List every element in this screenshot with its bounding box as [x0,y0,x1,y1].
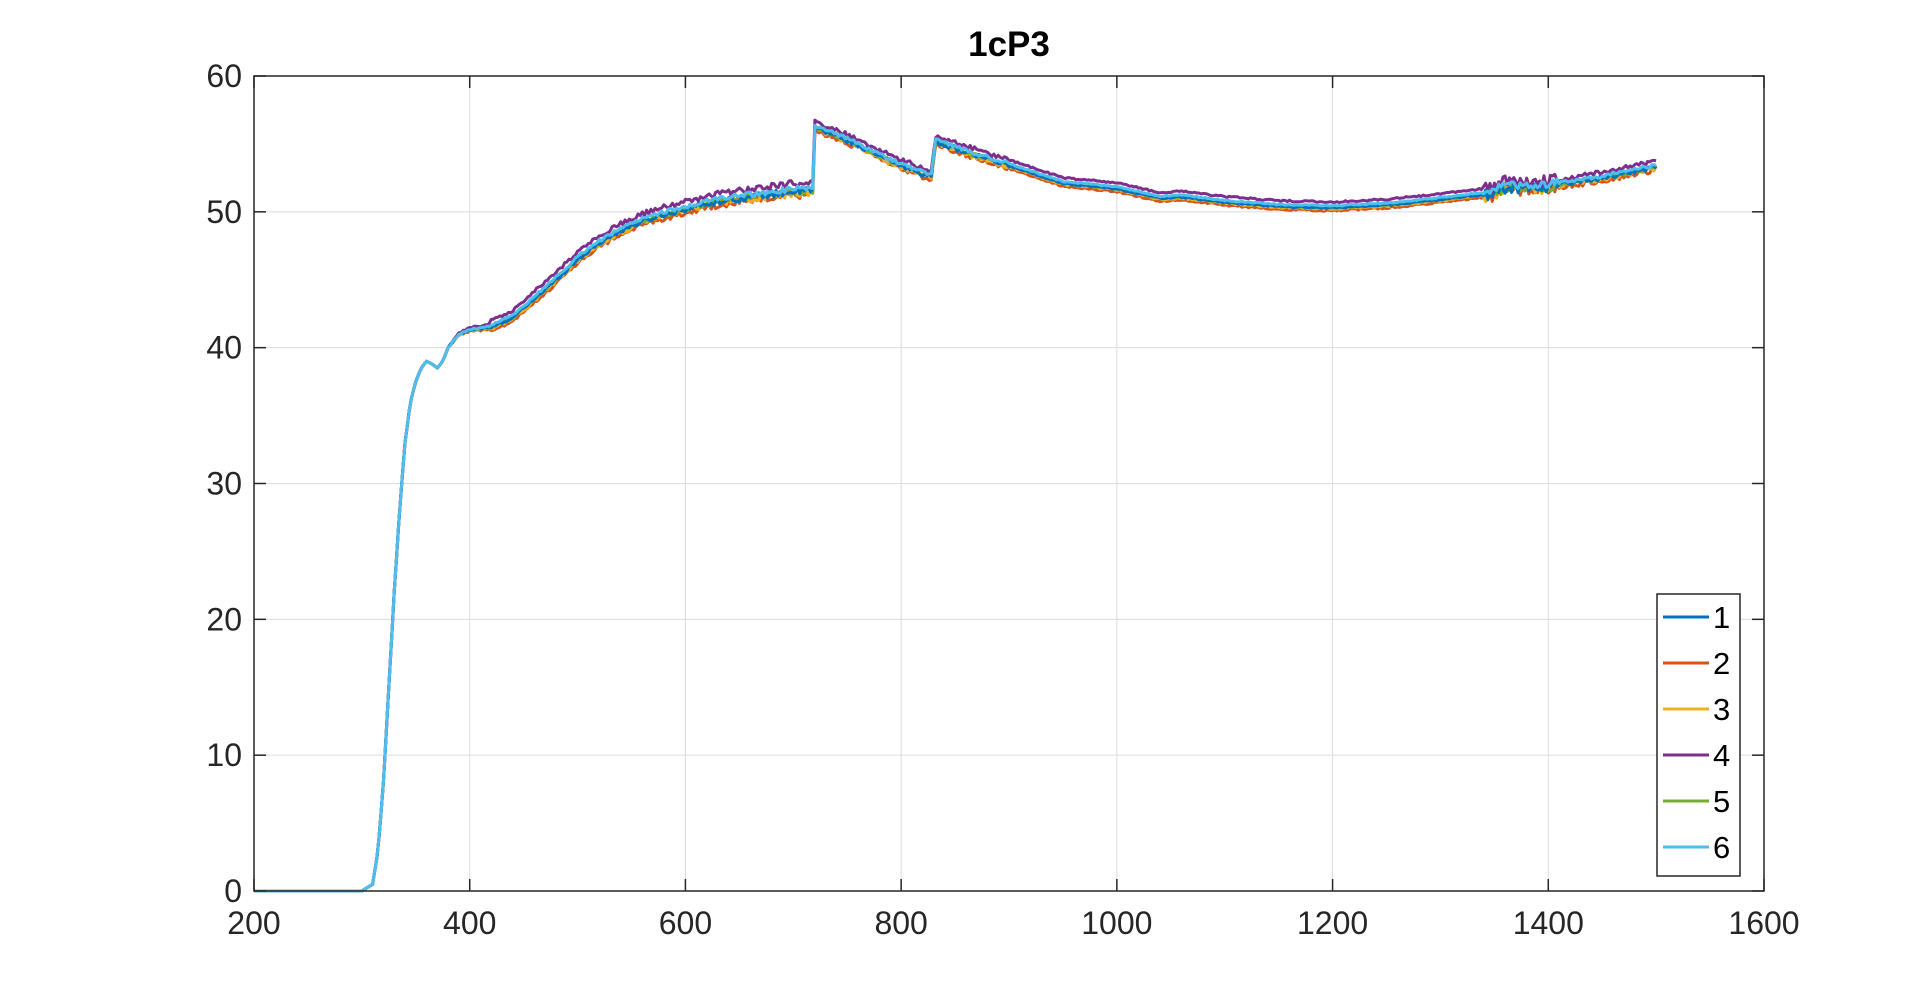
y-tick-label: 40 [206,330,242,366]
legend-label: 1 [1713,600,1730,635]
y-tick-label: 50 [206,194,242,230]
legend: 1 2 3 4 5 6 [1656,593,1741,877]
x-tick-label: 400 [443,905,496,941]
legend-label: 5 [1713,784,1730,819]
legend-label: 3 [1713,692,1730,727]
y-tick-label: 60 [206,58,242,94]
x-tick-label: 1400 [1513,905,1584,941]
tick-marks [253,75,1765,892]
series-line-6 [254,123,1657,893]
x-tick-label: 1000 [1081,905,1152,941]
x-tick-label: 1600 [1728,905,1799,941]
y-tick-label: 10 [206,737,242,773]
series-line-4 [254,118,1657,893]
y-tick-label: 30 [206,466,242,502]
x-tick-label: 600 [659,905,712,941]
y-tick-label: 0 [224,873,242,909]
x-tick-labels: 200 400 600 800 1000 1200 1400 1600 [227,905,1799,941]
legend-box [1656,593,1741,877]
y-tick-label: 20 [206,601,242,637]
legend-label: 4 [1713,738,1730,773]
y-tick-labels: 0 10 20 30 40 50 60 [206,58,242,909]
legend-label: 6 [1713,830,1730,865]
x-tick-label: 200 [227,905,280,941]
chart-title: 1cP3 [968,25,1050,64]
series-layer [254,118,1658,893]
x-tick-label: 800 [874,905,927,941]
x-tick-label: 1200 [1297,905,1368,941]
legend-label: 2 [1713,646,1730,681]
